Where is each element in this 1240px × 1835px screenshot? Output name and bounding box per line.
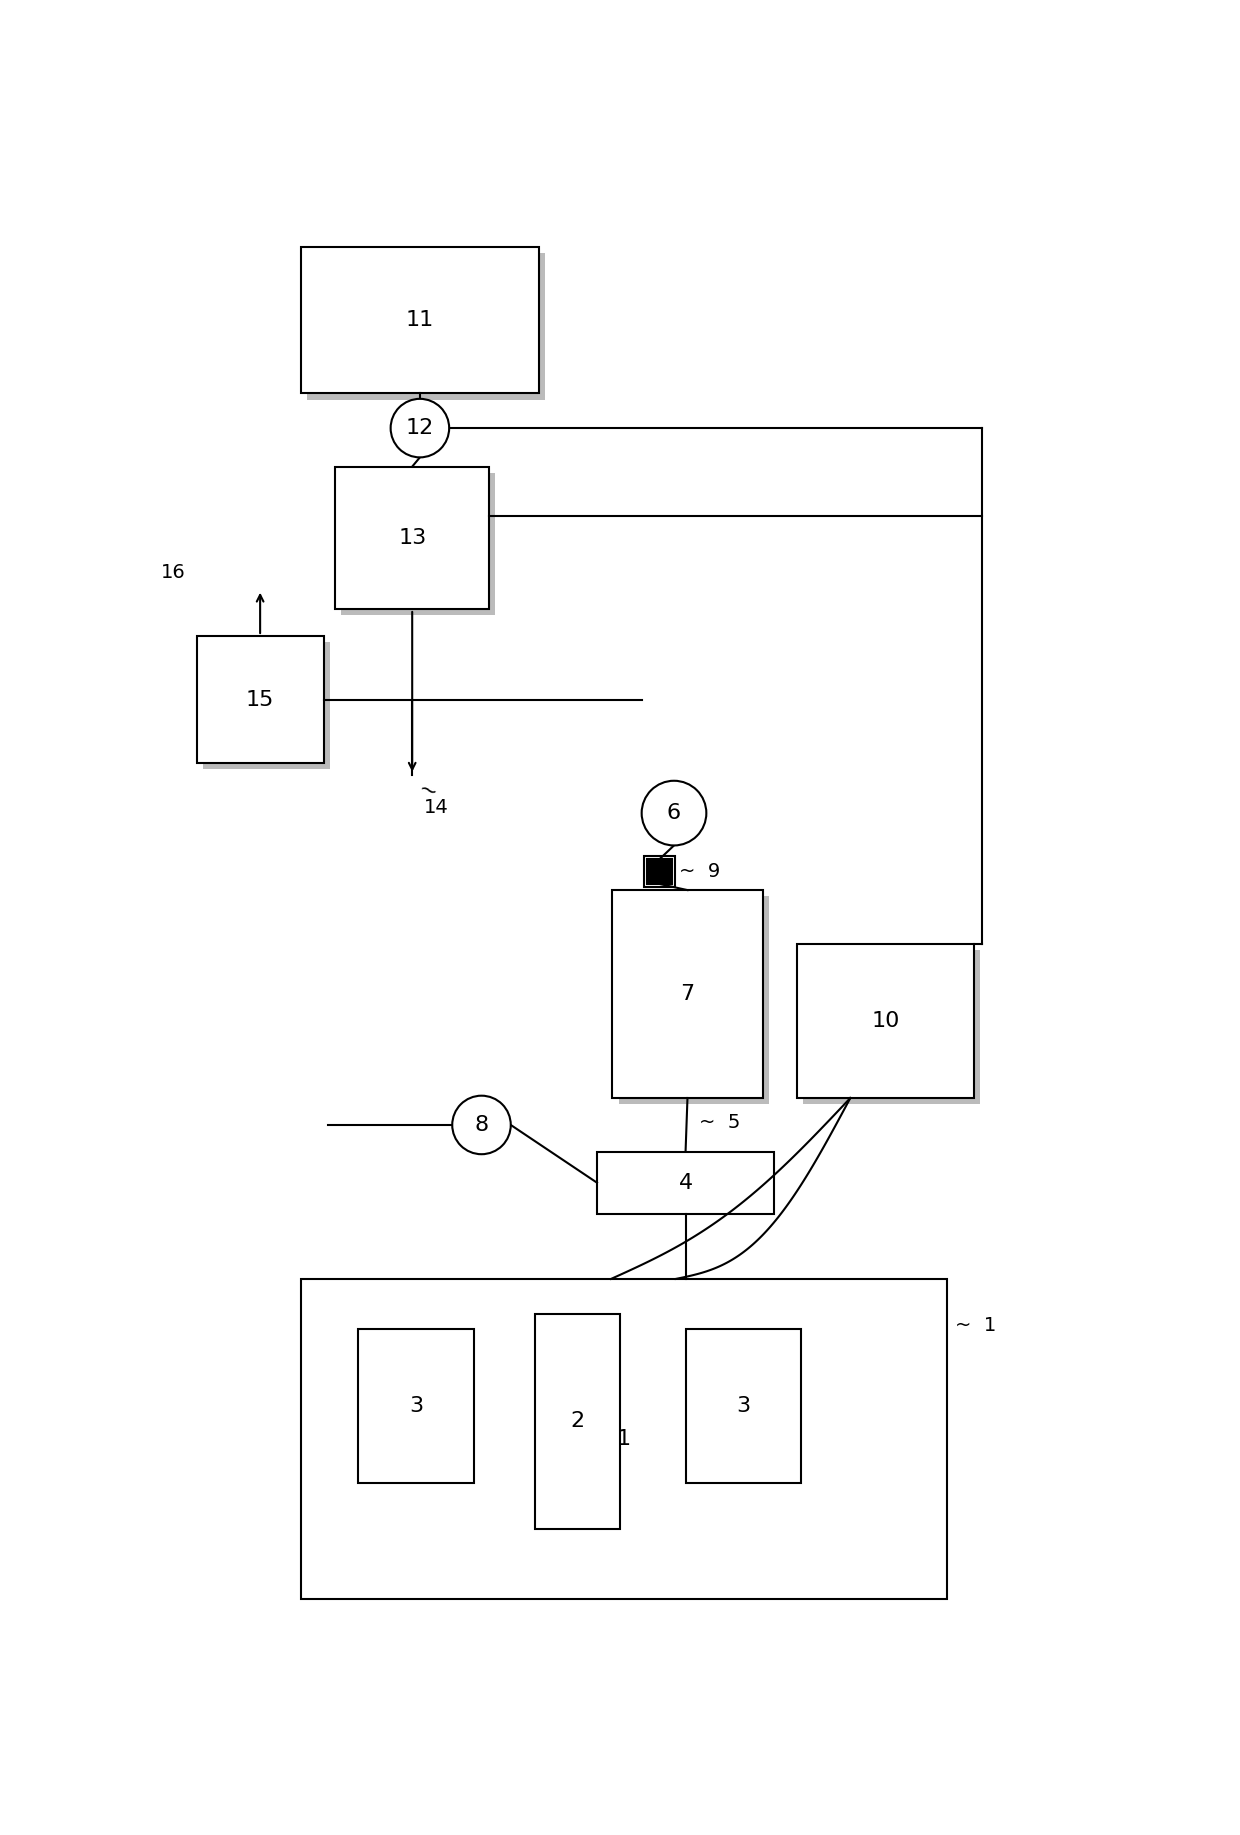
Bar — [358, 1329, 474, 1483]
Text: 10: 10 — [872, 1011, 900, 1031]
Bar — [203, 642, 330, 769]
Text: 7: 7 — [681, 984, 694, 1004]
Bar — [804, 951, 981, 1105]
Bar — [300, 1279, 947, 1598]
Bar — [306, 253, 546, 400]
Text: 4: 4 — [678, 1173, 693, 1193]
Bar — [686, 1329, 801, 1483]
Bar — [596, 1152, 774, 1213]
Text: 8: 8 — [475, 1116, 489, 1136]
Text: 3: 3 — [409, 1396, 423, 1417]
Bar — [619, 895, 769, 1105]
Text: 11: 11 — [405, 310, 434, 330]
Bar — [300, 248, 539, 393]
Text: 2: 2 — [570, 1411, 585, 1431]
Bar — [536, 1314, 620, 1529]
Bar — [644, 857, 675, 886]
Text: 1: 1 — [616, 1429, 631, 1448]
Text: 13: 13 — [398, 528, 427, 549]
Text: 14: 14 — [424, 798, 449, 817]
Text: 15: 15 — [246, 690, 274, 710]
Bar — [335, 466, 490, 609]
Text: ~: ~ — [417, 778, 440, 804]
Bar — [341, 473, 495, 615]
Bar — [613, 890, 763, 1097]
Bar — [197, 637, 324, 763]
Bar — [797, 943, 975, 1097]
Text: 12: 12 — [405, 418, 434, 439]
Text: ~  5: ~ 5 — [699, 1114, 740, 1132]
Circle shape — [453, 1095, 511, 1154]
Circle shape — [391, 398, 449, 457]
Text: 16: 16 — [161, 563, 186, 582]
Text: 6: 6 — [667, 804, 681, 824]
Text: ~  9: ~ 9 — [680, 862, 720, 881]
Text: 3: 3 — [737, 1396, 750, 1417]
Bar — [647, 859, 672, 884]
Text: ~  1: ~ 1 — [955, 1316, 996, 1334]
Circle shape — [641, 780, 707, 846]
